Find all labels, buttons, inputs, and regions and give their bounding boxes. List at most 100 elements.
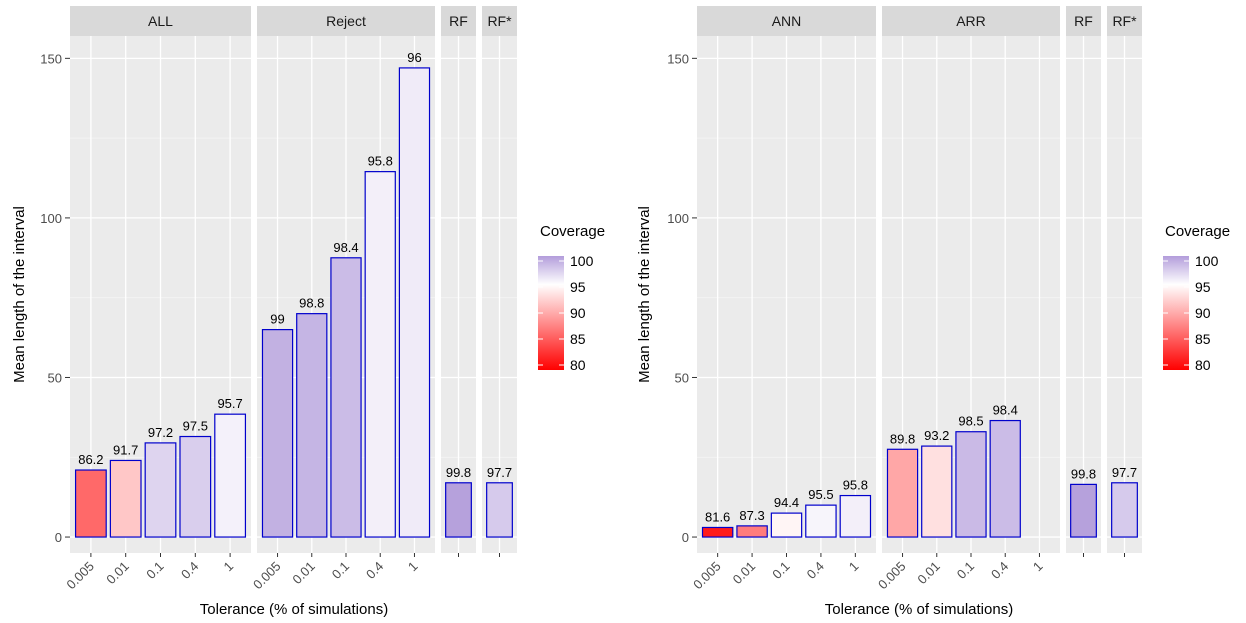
chart-1: ALL86.20.00591.70.0197.20.197.50.495.71R…	[11, 6, 605, 618]
bar	[839, 494, 872, 538]
y-tick-label: 0	[55, 530, 62, 545]
bar	[805, 504, 837, 538]
x-tick-label: 0.4	[363, 559, 386, 582]
x-tick-label: 1	[846, 559, 862, 575]
x-tick-label: 0.4	[804, 559, 827, 582]
bar-data-label: 95.5	[808, 487, 833, 502]
x-tick-label: 1	[405, 559, 421, 575]
facet-strip-label: RF	[1074, 13, 1093, 29]
y-tick-label: 50	[675, 370, 689, 385]
legend-break-label: 85	[570, 331, 586, 347]
legend-break-label: 85	[1195, 331, 1211, 347]
facet-rf: RF 99.8	[441, 6, 476, 557]
y-tick-label: 150	[667, 51, 689, 66]
facet-strip	[1066, 6, 1101, 36]
bar	[330, 257, 362, 538]
bar	[364, 171, 396, 538]
bar	[1111, 482, 1138, 538]
facet-strip-label: RF	[449, 13, 468, 29]
bar	[770, 512, 803, 538]
x-tick-label: 0.4	[988, 559, 1011, 582]
facet-strip-label: RF*	[1112, 13, 1137, 29]
bar-data-label: 98.5	[958, 414, 983, 429]
bar	[445, 482, 472, 538]
facet-strip-label: RF*	[487, 13, 512, 29]
facet-strip	[257, 6, 435, 36]
bar	[74, 469, 107, 538]
bar-data-label: 97.7	[1112, 465, 1137, 480]
facet-rf-star: RF* 97.7	[482, 6, 517, 557]
bar-data-label: 99	[270, 312, 284, 327]
facet-arr: ARR 89.8 0.005 93.2 0.01 98.5 0.1 98.4 0.4 1	[875, 6, 1060, 592]
legend-break-label: 90	[570, 305, 586, 321]
facet-ann: ANN 81.6 0.005 87.3 0.01 94.4 0.1 95.5 0.4 95.8 1	[690, 6, 876, 592]
legend-break-label: 100	[570, 253, 594, 269]
y-tick-label: 150	[40, 51, 62, 66]
coverage-legend: Coverage 100 95 90 85 80	[538, 223, 605, 373]
coverage-legend: Coverage 100 95 90 85 80	[1163, 223, 1230, 373]
legend-break-label: 80	[1195, 357, 1211, 373]
facet-strip	[697, 6, 876, 36]
bar-data-label: 95.8	[843, 478, 868, 493]
bar	[955, 431, 987, 538]
x-tick-label: 0.4	[178, 559, 201, 582]
bar-data-label: 99.8	[446, 465, 471, 480]
bar	[1070, 483, 1097, 538]
bar	[261, 329, 294, 538]
y-tick-label: 100	[40, 211, 62, 226]
x-tick-label: 0.01	[914, 559, 943, 588]
facet-rf: RF 99.8	[1066, 6, 1101, 557]
facet-strip-label: ALL	[148, 13, 173, 29]
x-tick-label: 0.1	[954, 559, 977, 582]
x-tick-label: 0.01	[730, 559, 759, 588]
bar	[296, 313, 328, 538]
y-tick-label: 50	[48, 370, 62, 385]
x-tick-label: 0.1	[769, 559, 792, 582]
bar	[989, 419, 1021, 538]
bar-data-label: 98.8	[299, 296, 324, 311]
legend-break-label: 80	[570, 357, 586, 373]
x-axis-title: Tolerance (% of simulations)	[200, 601, 388, 618]
facet-rf-star: RF* 97.7	[1107, 6, 1142, 557]
bar-data-label: 96	[407, 50, 421, 65]
legend-break-label: 90	[1195, 305, 1211, 321]
bar	[701, 526, 734, 538]
bar-data-label: 93.2	[924, 428, 949, 443]
bar-data-label: 98.4	[993, 403, 1018, 418]
x-tick-label: 0.01	[289, 559, 318, 588]
y-axis-title: Mean length of the interval	[11, 206, 28, 383]
facet-strip-label: ANN	[772, 13, 802, 29]
x-tick-label: 0.1	[143, 559, 166, 582]
bar-data-label: 95.7	[217, 396, 242, 411]
facet-strip	[882, 6, 1060, 36]
chart-2: ANN81.60.00587.30.0194.40.195.50.495.81A…	[636, 6, 1230, 618]
bar	[398, 67, 431, 538]
bar-data-label: 98.4	[333, 240, 358, 255]
bar-data-label: 97.7	[487, 465, 512, 480]
bar	[109, 459, 142, 538]
bar-data-label: 99.8	[1071, 466, 1096, 481]
x-tick-label: 1	[221, 559, 237, 575]
legend-title: Coverage	[1165, 223, 1230, 240]
bar	[736, 525, 768, 538]
facet-strip	[441, 6, 476, 36]
bar	[886, 448, 919, 538]
facet-strip	[1107, 6, 1142, 36]
facet-strip	[70, 6, 251, 36]
bar-data-label: 97.2	[148, 425, 173, 440]
bar-data-label: 86.2	[78, 452, 103, 467]
x-tick-label: 0.01	[103, 559, 132, 588]
x-axis-title: Tolerance (% of simulations)	[825, 601, 1013, 618]
x-tick-label: 0.005	[690, 559, 724, 593]
bar	[921, 445, 953, 538]
x-tick-label: 0.005	[63, 559, 97, 593]
bar-data-label: 89.8	[890, 431, 915, 446]
facet-all: ALL 86.2 0.005 91.7 0.01 97.2 0.1 97.5 0.4 95.7 1	[63, 6, 251, 592]
legend-break-label: 95	[1195, 279, 1211, 295]
x-tick-label: 1	[1030, 559, 1046, 575]
x-tick-label: 0.005	[250, 559, 284, 593]
bar-data-label: 94.4	[774, 495, 799, 510]
y-tick-label: 0	[682, 530, 689, 545]
legend-title: Coverage	[540, 223, 605, 240]
